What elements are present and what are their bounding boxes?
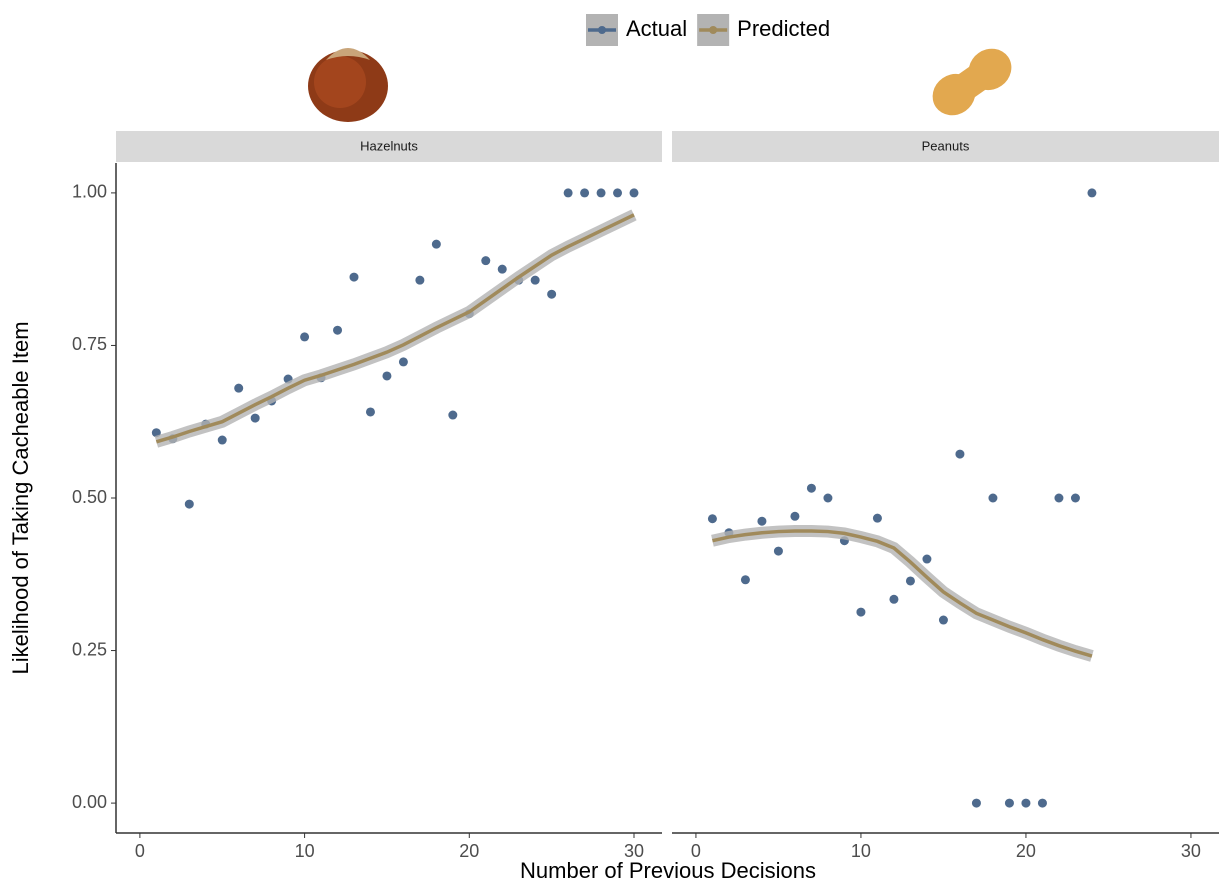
y-tick-label: 0.50 xyxy=(72,487,107,507)
legend-dot xyxy=(598,26,606,34)
legend: Actual Predicted xyxy=(586,14,830,46)
legend-dot xyxy=(709,26,717,34)
data-point xyxy=(613,188,622,197)
data-point xyxy=(415,276,424,285)
data-point xyxy=(366,407,375,416)
y-tick-label: 0.25 xyxy=(72,639,107,659)
data-point xyxy=(972,799,981,808)
x-tick-label: 0 xyxy=(691,841,701,861)
data-point xyxy=(234,384,243,393)
x-tick-label: 10 xyxy=(295,841,315,861)
data-point xyxy=(333,326,342,335)
data-point xyxy=(1021,799,1030,808)
data-point xyxy=(922,555,931,564)
data-point xyxy=(807,484,816,493)
hazelnut-icon xyxy=(308,48,388,122)
data-point xyxy=(185,500,194,509)
chart: Actual Predicted Likelihood of Taking Cac… xyxy=(0,0,1221,884)
x-tick-label: 0 xyxy=(135,841,145,861)
data-point xyxy=(939,616,948,625)
y-axis-title: Likelihood of Taking Cacheable Item xyxy=(8,321,33,674)
data-point xyxy=(1054,494,1063,503)
x-tick-label: 30 xyxy=(1181,841,1201,861)
data-point xyxy=(708,514,717,523)
facet-title: Peanuts xyxy=(922,138,970,153)
x-axis-title: Number of Previous Decisions xyxy=(520,858,816,883)
peanut-icon xyxy=(924,40,1019,123)
data-point xyxy=(630,188,639,197)
data-point xyxy=(350,273,359,282)
data-point xyxy=(774,547,783,556)
y-tick-label: 1.00 xyxy=(72,182,107,202)
predicted-line xyxy=(156,215,634,442)
data-point xyxy=(481,256,490,265)
data-point xyxy=(218,436,227,445)
data-point xyxy=(1038,799,1047,808)
facet-title: Hazelnuts xyxy=(360,138,418,153)
data-point xyxy=(547,290,556,299)
y-tick-label: 0.75 xyxy=(72,334,107,354)
x-tick-label: 20 xyxy=(459,841,479,861)
data-point xyxy=(873,514,882,523)
data-point xyxy=(580,188,589,197)
data-point xyxy=(399,357,408,366)
data-point xyxy=(597,188,606,197)
data-point xyxy=(432,240,441,249)
y-tick-label: 0.00 xyxy=(72,792,107,812)
data-point xyxy=(790,512,799,521)
legend-label: Predicted xyxy=(737,16,830,41)
data-point xyxy=(906,576,915,585)
data-point xyxy=(856,608,865,617)
data-point xyxy=(448,411,457,420)
data-point xyxy=(988,494,997,503)
data-point xyxy=(564,188,573,197)
data-point xyxy=(531,276,540,285)
data-point xyxy=(251,414,260,423)
data-point xyxy=(1087,188,1096,197)
data-point xyxy=(300,332,309,341)
data-point xyxy=(1071,494,1080,503)
x-tick-label: 20 xyxy=(1016,841,1036,861)
data-point xyxy=(757,517,766,526)
data-point xyxy=(955,450,964,459)
data-point xyxy=(1005,799,1014,808)
x-tick-label: 30 xyxy=(624,841,644,861)
data-point xyxy=(382,371,391,380)
data-point xyxy=(741,575,750,584)
data-point xyxy=(498,265,507,274)
data-point xyxy=(889,595,898,604)
x-tick-label: 10 xyxy=(851,841,871,861)
legend-label: Actual xyxy=(626,16,687,41)
data-point xyxy=(823,494,832,503)
